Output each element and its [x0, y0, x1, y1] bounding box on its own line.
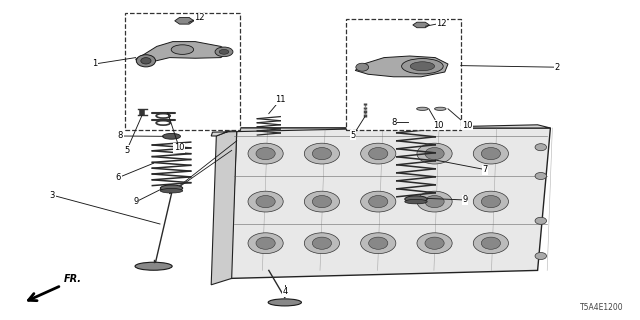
- Text: 11: 11: [275, 95, 285, 104]
- Text: 9: 9: [463, 196, 468, 204]
- Ellipse shape: [435, 107, 446, 110]
- Ellipse shape: [473, 143, 508, 164]
- Polygon shape: [175, 18, 194, 24]
- Text: 7: 7: [483, 165, 488, 174]
- Ellipse shape: [248, 143, 283, 164]
- Bar: [125, 13, 240, 130]
- Polygon shape: [355, 56, 448, 77]
- Ellipse shape: [535, 172, 547, 180]
- Ellipse shape: [248, 233, 283, 253]
- Text: 4: 4: [282, 287, 287, 296]
- Ellipse shape: [136, 55, 156, 67]
- Ellipse shape: [268, 299, 301, 306]
- Ellipse shape: [135, 262, 172, 270]
- Text: 8: 8: [118, 132, 123, 140]
- Ellipse shape: [425, 148, 444, 160]
- Ellipse shape: [215, 47, 233, 57]
- Ellipse shape: [481, 196, 500, 208]
- Ellipse shape: [305, 233, 340, 253]
- Ellipse shape: [405, 196, 428, 202]
- Ellipse shape: [248, 191, 283, 212]
- Polygon shape: [230, 128, 550, 278]
- Text: 12: 12: [436, 19, 447, 28]
- Polygon shape: [211, 128, 237, 285]
- Ellipse shape: [312, 237, 332, 249]
- Ellipse shape: [312, 148, 332, 160]
- Bar: [346, 19, 461, 130]
- Ellipse shape: [481, 148, 500, 160]
- Ellipse shape: [219, 50, 229, 54]
- Ellipse shape: [161, 188, 183, 193]
- Ellipse shape: [410, 62, 435, 71]
- Ellipse shape: [408, 120, 424, 125]
- Ellipse shape: [361, 143, 396, 164]
- Ellipse shape: [425, 237, 444, 249]
- Ellipse shape: [356, 63, 369, 71]
- Ellipse shape: [256, 196, 275, 208]
- Text: 10: 10: [433, 121, 444, 130]
- Text: 3: 3: [50, 191, 55, 200]
- Text: FR.: FR.: [64, 274, 82, 284]
- Ellipse shape: [369, 196, 388, 208]
- Ellipse shape: [417, 143, 452, 164]
- Ellipse shape: [417, 191, 452, 212]
- Polygon shape: [211, 125, 550, 136]
- Ellipse shape: [535, 217, 547, 224]
- Ellipse shape: [256, 148, 275, 160]
- Text: 5: 5: [351, 131, 356, 140]
- Ellipse shape: [405, 199, 428, 204]
- Ellipse shape: [163, 133, 180, 139]
- Ellipse shape: [161, 185, 183, 191]
- Ellipse shape: [417, 233, 452, 253]
- Ellipse shape: [425, 196, 444, 208]
- Text: 10: 10: [462, 121, 472, 130]
- Ellipse shape: [141, 58, 151, 64]
- Text: 12: 12: [195, 13, 205, 22]
- Ellipse shape: [172, 45, 193, 54]
- Ellipse shape: [473, 191, 508, 212]
- Text: 8: 8: [391, 118, 396, 127]
- Ellipse shape: [361, 191, 396, 212]
- Ellipse shape: [312, 196, 332, 208]
- Text: 9: 9: [134, 197, 139, 206]
- Text: 10: 10: [174, 143, 184, 152]
- Text: 2: 2: [554, 63, 559, 72]
- Ellipse shape: [535, 144, 547, 151]
- Ellipse shape: [369, 237, 388, 249]
- Polygon shape: [413, 22, 429, 28]
- Ellipse shape: [256, 237, 275, 249]
- Text: T5A4E1200: T5A4E1200: [580, 303, 624, 312]
- Ellipse shape: [361, 233, 396, 253]
- Ellipse shape: [481, 237, 500, 249]
- Ellipse shape: [305, 143, 340, 164]
- Text: 1: 1: [92, 60, 97, 68]
- Ellipse shape: [535, 252, 547, 260]
- Ellipse shape: [369, 148, 388, 160]
- Polygon shape: [136, 42, 229, 65]
- Ellipse shape: [417, 107, 428, 110]
- Text: 6: 6: [116, 173, 121, 182]
- Ellipse shape: [473, 233, 508, 253]
- Text: 5: 5: [124, 146, 129, 155]
- Ellipse shape: [402, 59, 444, 74]
- Ellipse shape: [305, 191, 340, 212]
